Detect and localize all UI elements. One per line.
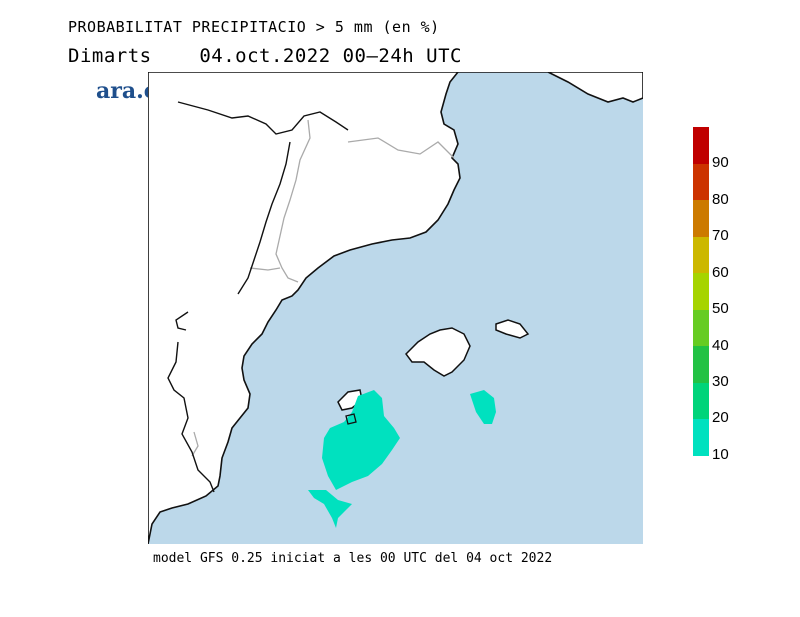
mainland [148,72,461,544]
map-date: Dimarts 04.oct.2022 00–24h UTC [68,45,462,67]
regional-border-north [347,137,455,159]
precip-area-east [470,390,496,424]
scale-label-80: 80 [712,191,729,208]
mallorca [405,327,471,377]
map-title: PROBABILITAT PRECIPITACIO > 5 mm (en %) [68,18,440,36]
scale-swatch-50 [693,273,709,310]
scale-swatch-60 [693,236,709,273]
scale-label-70: 70 [712,227,729,244]
precip-area-main [322,390,400,490]
menorca [495,319,530,339]
scale-swatch-20 [693,382,709,419]
scale-label-10: 10 [712,446,729,463]
scale-swatch-90 [693,127,709,164]
regional-border [275,119,311,283]
scale-swatch-40 [693,309,709,346]
scale-swatch-80 [693,163,709,200]
formentera [345,413,357,425]
precip-area-south [308,490,352,528]
model-info: model GFS 0.25 iniciat a les 00 UTC del … [153,551,553,566]
spain-border-west [167,101,349,493]
scale-label-30: 30 [712,373,729,390]
scale-label-90: 90 [712,154,729,171]
scale-label-50: 50 [712,300,729,317]
regional-border-south [249,267,281,271]
scale-swatch-70 [693,200,709,237]
scale-swatch-10 [693,419,709,456]
precipitation-map [148,72,643,544]
scale-label-40: 40 [712,337,729,354]
scale-label-20: 20 [712,409,729,426]
color-scale [693,127,709,456]
france-coast [458,72,643,103]
regional-border-valencia [191,431,199,457]
scale-label-60: 60 [712,264,729,281]
scale-swatch-30 [693,346,709,383]
